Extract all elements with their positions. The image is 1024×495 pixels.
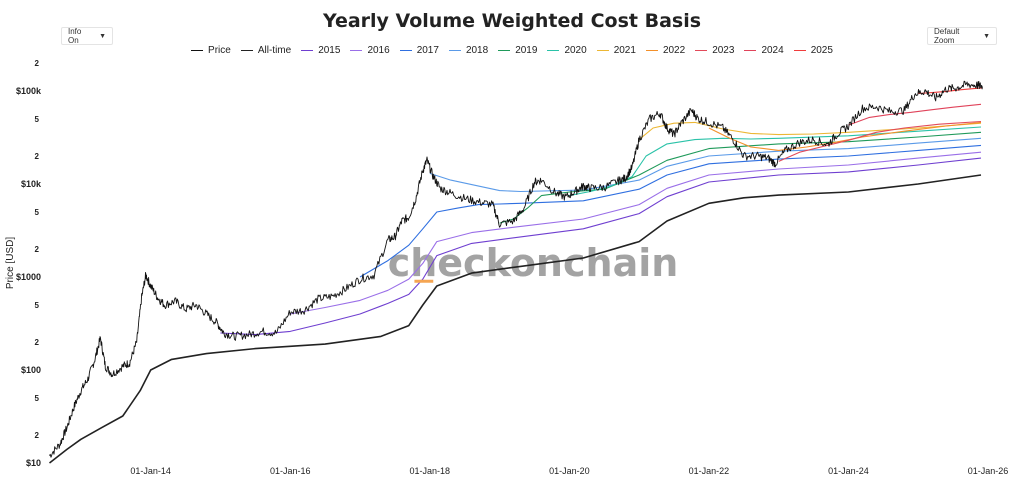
y-tick-label: $10 bbox=[26, 458, 41, 468]
chevron-down-icon: ▼ bbox=[99, 32, 106, 40]
y-tick-label: 2 bbox=[35, 245, 40, 254]
legend-swatch bbox=[744, 50, 757, 51]
legend-swatch bbox=[350, 50, 363, 51]
y-tick-label: $100k bbox=[16, 86, 42, 96]
y-axis-label: Price [USD] bbox=[5, 237, 16, 289]
legend-swatch bbox=[793, 50, 806, 51]
legend-label: Price bbox=[208, 45, 231, 56]
y-tick-label: $1000 bbox=[16, 272, 41, 282]
x-tick-label: 01-Jan-18 bbox=[410, 466, 451, 476]
legend-label: 2024 bbox=[761, 45, 784, 56]
legend-swatch bbox=[448, 50, 461, 51]
series-line-price bbox=[49, 80, 983, 458]
series-line-2025 bbox=[918, 87, 983, 95]
y-tick-label: 5 bbox=[35, 208, 40, 217]
x-tick-label: 01-Jan-14 bbox=[130, 466, 171, 476]
legend-item-price[interactable]: Price bbox=[191, 45, 231, 56]
x-tick-label: 01-Jan-16 bbox=[270, 466, 311, 476]
legend-swatch bbox=[498, 50, 511, 51]
info-toggle-dropdown[interactable]: Info On ▼ bbox=[61, 27, 113, 45]
legend-item-2015[interactable]: 2015 bbox=[301, 45, 340, 56]
series-line-all-time bbox=[49, 174, 982, 464]
legend-label: 2025 bbox=[810, 45, 833, 56]
legend-item-2018[interactable]: 2018 bbox=[448, 45, 489, 56]
legend-swatch bbox=[399, 50, 412, 51]
y-tick-label: 2 bbox=[35, 338, 40, 347]
chart-series bbox=[49, 80, 983, 464]
series-line-2016 bbox=[290, 151, 982, 315]
legend-item-2020[interactable]: 2020 bbox=[547, 45, 587, 56]
watermark-text: checkonchain bbox=[388, 241, 679, 285]
y-tick-label: $100 bbox=[21, 365, 41, 375]
legend-label: 2023 bbox=[712, 45, 735, 56]
x-tick-label: 01-Jan-20 bbox=[549, 466, 590, 476]
legend-label: 2015 bbox=[318, 45, 341, 56]
legend-item-2019[interactable]: 2019 bbox=[498, 45, 537, 56]
legend-swatch bbox=[547, 50, 560, 51]
legend-swatch bbox=[301, 50, 314, 51]
y-tick-label: 5 bbox=[35, 115, 40, 124]
legend-label: 2016 bbox=[367, 45, 390, 56]
chart-axes: $10 2 5 $100 2 5 $1000 2 5 $10k 2 5 $100k 2 01-Jan-14 0… bbox=[5, 59, 1008, 476]
y-tick-label: 2 bbox=[35, 431, 40, 440]
legend-label: All-time bbox=[257, 45, 292, 56]
series-line-2015 bbox=[220, 157, 982, 336]
series-line-2020 bbox=[569, 126, 982, 197]
legend-label: 2020 bbox=[564, 45, 587, 56]
legend-item-2017[interactable]: 2017 bbox=[399, 45, 439, 56]
series-line-2017 bbox=[359, 144, 982, 278]
series-line-2018 bbox=[429, 137, 982, 193]
legend-item-2016[interactable]: 2016 bbox=[350, 45, 390, 56]
legend-swatch bbox=[596, 50, 609, 51]
legend-label: 2022 bbox=[662, 45, 686, 56]
legend-item-2024[interactable]: 2024 bbox=[744, 45, 784, 56]
legend-item-all-time[interactable]: All-time bbox=[240, 45, 292, 56]
y-tick-label: 5 bbox=[35, 394, 40, 403]
legend-swatch bbox=[645, 50, 658, 51]
y-tick-label: $10k bbox=[21, 179, 42, 189]
legend-label: 2019 bbox=[515, 45, 538, 56]
series-line-2019 bbox=[499, 131, 982, 224]
y-tick-label: 5 bbox=[35, 301, 40, 310]
legend-item-2023[interactable]: 2023 bbox=[695, 45, 734, 56]
x-tick-label: 01-Jan-26 bbox=[968, 466, 1009, 476]
legend-item-2021[interactable]: 2021 bbox=[596, 45, 636, 56]
legend-label: 2021 bbox=[613, 45, 636, 56]
series-line-2023 bbox=[778, 120, 982, 162]
legend-swatch bbox=[191, 50, 204, 51]
x-tick-label: 01-Jan-22 bbox=[689, 466, 730, 476]
legend-swatch bbox=[240, 50, 253, 51]
chart-legend: Price All-time 2015 2016 2017 2018 2019 2020 202… bbox=[0, 45, 1024, 56]
y-tick-label: 2 bbox=[35, 152, 40, 161]
chevron-down-icon: ▼ bbox=[983, 32, 990, 40]
info-dropdown-label: Info On bbox=[68, 27, 82, 45]
zoom-dropdown-label: Default Zoom bbox=[934, 27, 960, 45]
series-line-2022 bbox=[708, 121, 982, 151]
legend-label: 2017 bbox=[416, 45, 439, 56]
legend-swatch bbox=[695, 50, 708, 51]
legend-item-2025[interactable]: 2025 bbox=[793, 45, 833, 56]
y-tick-label: 2 bbox=[35, 59, 40, 68]
legend-item-2022[interactable]: 2022 bbox=[645, 45, 686, 56]
x-tick-label: 01-Jan-24 bbox=[828, 466, 869, 476]
chart-title: Yearly Volume Weighted Cost Basis bbox=[322, 10, 702, 32]
series-line-2024 bbox=[848, 103, 982, 126]
zoom-dropdown[interactable]: Default Zoom ▼ bbox=[927, 27, 997, 45]
legend-label: 2018 bbox=[465, 45, 489, 56]
